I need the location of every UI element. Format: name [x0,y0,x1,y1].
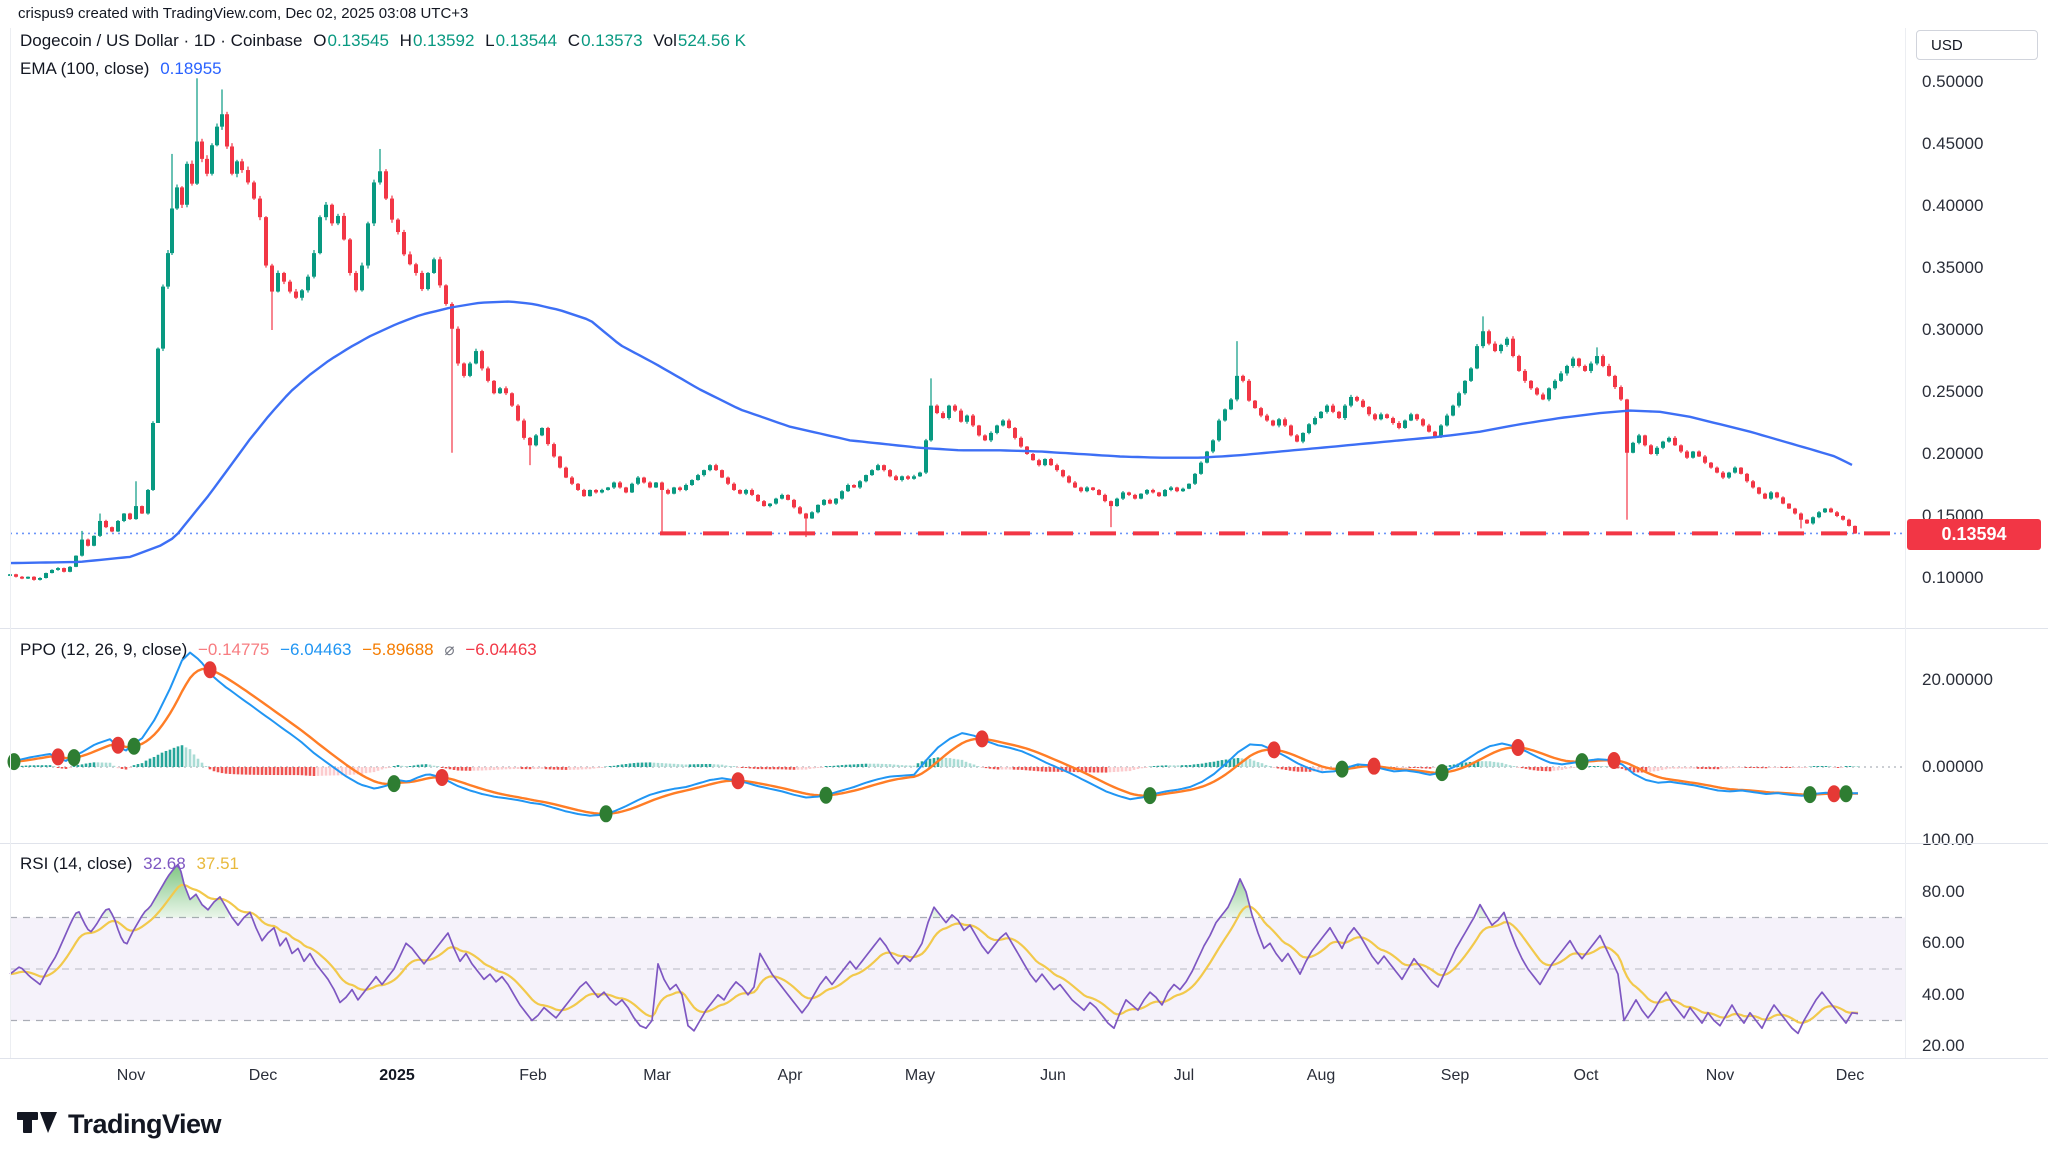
currency-button[interactable]: USD [1916,30,2038,60]
ema-label: EMA (100, close) [20,59,150,78]
month-label-Mar: Mar [643,1067,671,1084]
tradingview-logo-icon [17,1112,57,1133]
tradingview-logo-text: TradingView [68,1108,222,1139]
ppo-pane[interactable] [7,651,1906,823]
tradingview-logo[interactable]: TradingView [16,1104,222,1144]
ppo-hist-value: −0.14775 [197,640,270,659]
price-tick-0.50000: 0.50000 [1922,72,1984,91]
price-pane[interactable] [8,78,1905,581]
rsi-tick-100.00: 100.00 [1922,830,1974,850]
month-label-Nov: Nov [1705,1067,1735,1084]
ppo-legend[interactable]: PPO (12, 26, 9, close) −0.14775 −6.04463… [20,640,543,660]
month-label-Apr: Apr [777,1067,803,1084]
close-value: 0.13573 [581,31,643,50]
rsi-value: 32.68 [143,854,186,873]
high-label: H [399,31,412,50]
panel-separator-rsi[interactable] [0,843,2048,844]
rsi-tick-60.00: 60.00 [1922,933,1965,953]
plot-left-border [10,28,11,1058]
month-label-2025: 2025 [379,1067,415,1084]
rsi-ma-value: 37.51 [196,854,239,873]
ema-line[interactable] [9,300,1853,565]
axis-border [1905,28,1906,1058]
ppo-label: PPO (12, 26, 9, close) [20,640,188,659]
volume-label: Vol [653,31,677,50]
month-label-May: May [904,1067,936,1084]
ema-value: 0.18955 [160,59,222,78]
rsi-ma-line[interactable] [9,883,1859,1024]
ppo-line-value: −6.04463 [280,640,352,659]
panel-separator-ppo[interactable] [0,628,2048,629]
last-price-badge: 0.13594 [1907,519,2041,550]
ppo-tick-0.00000: 0.00000 [1922,757,1984,776]
rsi-line[interactable] [9,863,1859,1035]
rsi-tick-40.00: 40.00 [1922,984,1965,1004]
ppo-avg-icon: ⌀ [444,640,455,659]
ppo-cross-dots [7,661,1853,823]
price-tick-0.45000: 0.45000 [1922,134,1984,153]
ppo-signal-value: −5.89688 [362,640,434,659]
price-tick-0.35000: 0.35000 [1922,258,1984,277]
month-label-Oct: Oct [1573,1067,1599,1084]
open-value: 0.13545 [327,31,389,50]
time-axis[interactable]: Nov Dec 2025 Feb Mar Apr May Jun Jul Aug Sep Oct Nov… [0,1058,2048,1099]
close-label: C [567,31,581,50]
ema-legend[interactable]: EMA (100, close) 0.18955 [20,59,228,79]
month-label-Sep: Sep [1440,1067,1470,1084]
low-value: 0.13544 [495,31,558,50]
high-value: 0.13592 [412,31,475,50]
rsi-pane[interactable] [9,863,1905,1035]
price-tick-0.20000: 0.20000 [1922,444,1984,463]
month-label-Jun: Jun [1040,1067,1066,1084]
low-label: L [485,31,495,50]
month-label-Dec: Dec [248,1067,278,1084]
ppo-line[interactable] [9,651,1859,817]
month-label-Dec: Dec [1835,1067,1865,1084]
symbol-legend[interactable]: Dogecoin / US Dollar · 1D · Coinbase O0.… [20,31,752,51]
volume-value: 524.56 K [677,31,746,50]
month-label-Jul: Jul [1173,1067,1195,1084]
open-label: O [313,31,327,50]
rsi-legend[interactable]: RSI (14, close) 32.68 37.51 [20,854,245,874]
rsi-label: RSI (14, close) [20,854,133,873]
ppo-avg-value: −6.04463 [465,640,537,659]
credit-line: crispus9 created with TradingView.com, D… [18,5,469,22]
price-tick-0.25000: 0.25000 [1922,382,1984,401]
ppo-tick-20.00000: 20.00000 [1922,670,1993,689]
candles-series [8,78,1857,581]
month-label-Aug: Aug [1306,1067,1336,1084]
month-label-Feb: Feb [519,1067,547,1084]
ppo-histogram [8,745,1860,776]
ppo-signal-line[interactable] [9,667,1859,815]
price-tick-0.40000: 0.40000 [1922,196,1984,215]
rsi-band [10,917,1905,1021]
month-label-Nov: Nov [116,1067,146,1084]
price-tick-0.10000: 0.10000 [1922,568,1984,587]
rsi-tick-20.00: 20.00 [1922,1036,1965,1056]
rsi-tick-80.00: 80.00 [1922,881,1965,901]
price-tick-0.30000: 0.30000 [1922,320,1984,339]
symbol-title: Dogecoin / US Dollar · 1D · Coinbase [20,31,303,50]
